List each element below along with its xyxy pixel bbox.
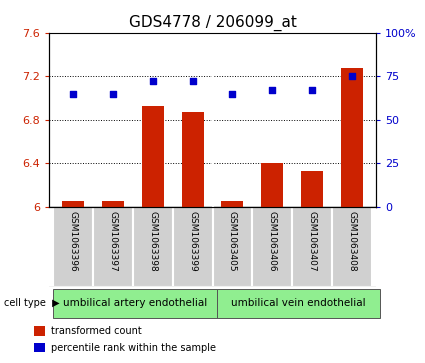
Bar — [252, 207, 292, 287]
Bar — [261, 163, 283, 207]
Text: percentile rank within the sample: percentile rank within the sample — [51, 343, 216, 352]
Point — [269, 87, 276, 93]
Title: GDS4778 / 206099_at: GDS4778 / 206099_at — [128, 15, 296, 31]
Text: transformed count: transformed count — [51, 326, 142, 336]
Text: GSM1063399: GSM1063399 — [188, 211, 197, 272]
Bar — [34, 343, 45, 352]
Bar — [221, 201, 244, 207]
Text: umbilical artery endothelial: umbilical artery endothelial — [62, 298, 207, 308]
Point — [149, 78, 156, 84]
Text: GSM1063406: GSM1063406 — [268, 211, 277, 272]
Point — [109, 91, 116, 97]
Bar — [181, 112, 204, 207]
Text: GSM1063396: GSM1063396 — [68, 211, 77, 272]
Point — [349, 73, 356, 79]
Point — [309, 87, 316, 93]
Bar — [292, 207, 332, 287]
Bar — [53, 289, 217, 318]
Bar — [133, 207, 173, 287]
Bar — [301, 171, 323, 207]
Point — [189, 78, 196, 84]
Bar — [212, 207, 252, 287]
Bar — [102, 201, 124, 207]
Text: GSM1063405: GSM1063405 — [228, 211, 237, 272]
Text: cell type  ▶: cell type ▶ — [4, 298, 60, 308]
Bar — [34, 326, 45, 336]
Bar — [217, 289, 380, 318]
Bar — [142, 106, 164, 207]
Text: umbilical vein endothelial: umbilical vein endothelial — [231, 298, 366, 308]
Point — [229, 91, 236, 97]
Bar — [53, 207, 93, 287]
Bar — [332, 207, 372, 287]
Text: GSM1063408: GSM1063408 — [348, 211, 357, 272]
Bar — [173, 207, 212, 287]
Bar — [62, 201, 84, 207]
Bar — [341, 68, 363, 207]
Text: GSM1063398: GSM1063398 — [148, 211, 157, 272]
Point — [69, 91, 76, 97]
Bar — [93, 207, 133, 287]
Text: GSM1063407: GSM1063407 — [308, 211, 317, 272]
Text: GSM1063397: GSM1063397 — [108, 211, 117, 272]
